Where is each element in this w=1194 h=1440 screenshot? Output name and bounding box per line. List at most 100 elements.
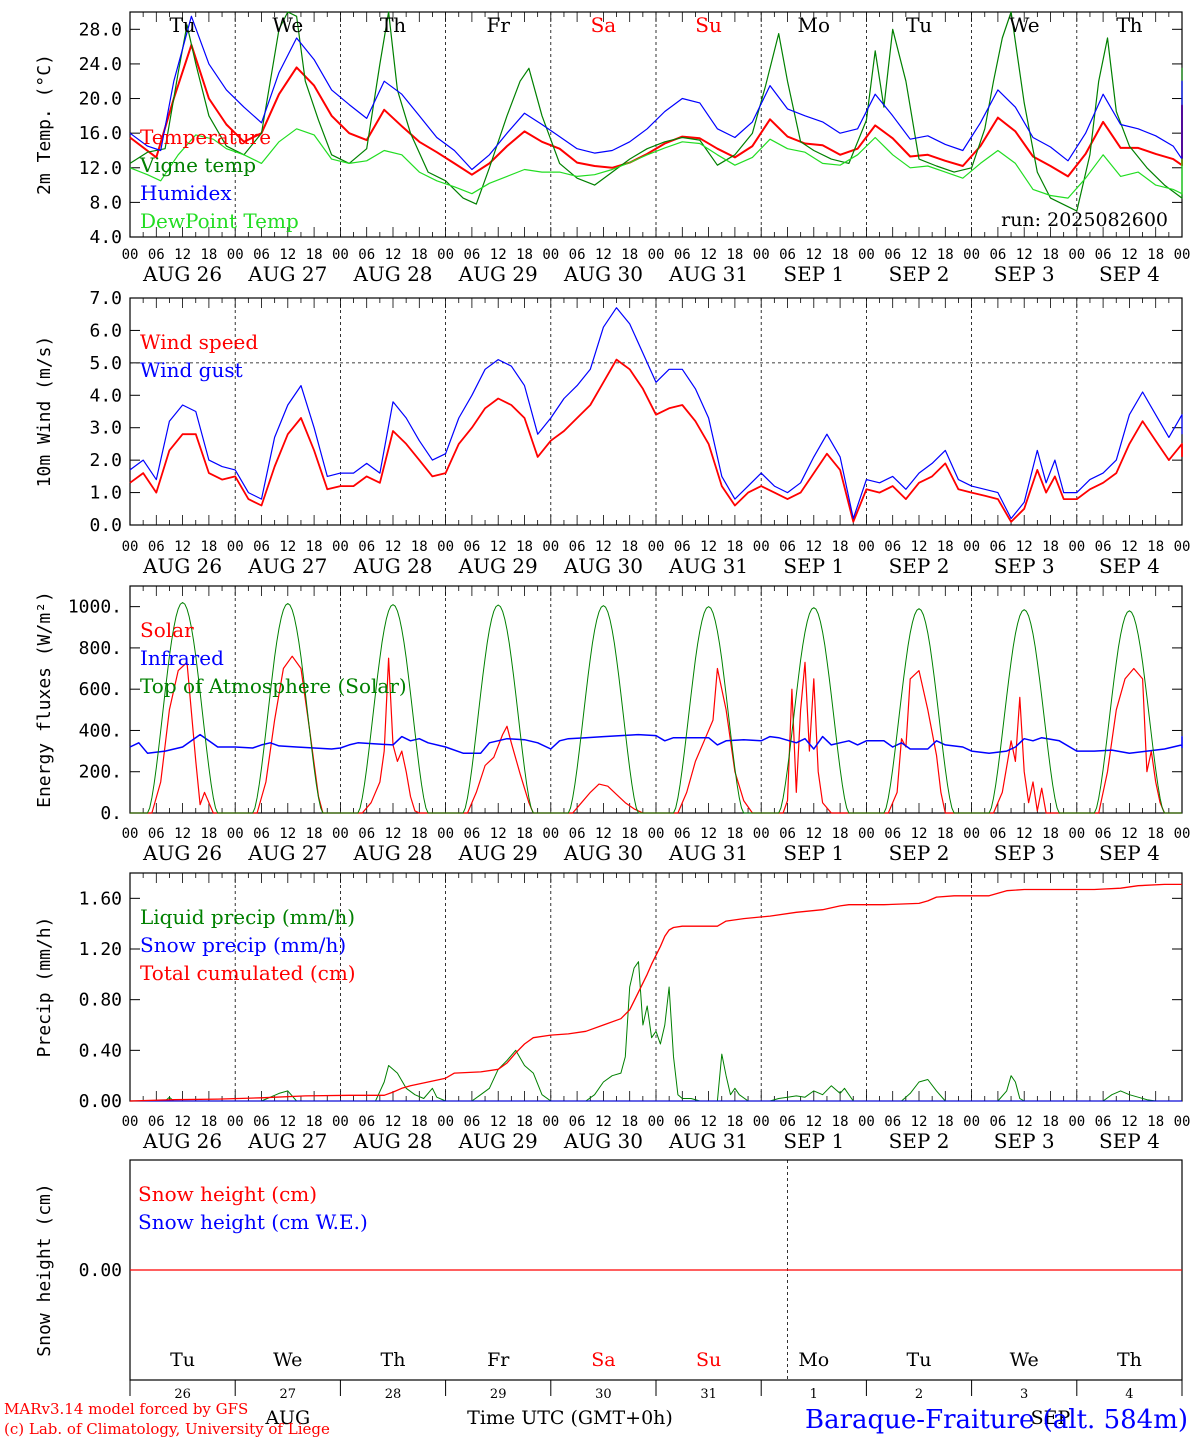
hour-tick-label: 00 — [648, 826, 665, 842]
precip-y-axis-title: Precip (mm/h) — [34, 917, 55, 1058]
energy-ytick-label: 400. — [79, 720, 122, 741]
hour-tick-label: 00 — [963, 1114, 980, 1130]
hour-tick-label: 18 — [832, 539, 849, 555]
hour-tick-label: 06 — [358, 539, 375, 555]
hour-tick-label: 12 — [911, 539, 928, 555]
hour-tick-label: 06 — [148, 826, 165, 842]
hour-tick-label: 00 — [437, 1114, 454, 1130]
hour-tick-label: 00 — [227, 539, 244, 555]
date-label: SEP 1 — [783, 1129, 844, 1153]
hour-tick-label: 12 — [1016, 1114, 1033, 1130]
temperature-legend-entry: DewPoint Temp — [140, 209, 299, 233]
hour-tick-label: 18 — [1042, 247, 1059, 263]
hour-tick-label: 12 — [700, 826, 717, 842]
wind-panel — [129, 297, 1183, 526]
hour-tick-label: 06 — [148, 1114, 165, 1130]
bottom-month-left: AUG — [264, 1407, 310, 1429]
precip-legend-entry: Snow precip (mm/h) — [140, 933, 346, 957]
bottom-day-name: Su — [696, 1349, 721, 1371]
hour-tick-label: 18 — [411, 1114, 428, 1130]
precip-ytick-label: 1.20 — [79, 939, 122, 960]
hour-tick-label: 12 — [490, 826, 507, 842]
day-name-label: Tu — [906, 13, 932, 37]
hour-tick-label: 06 — [1095, 1114, 1112, 1130]
date-label: AUG 28 — [352, 262, 432, 286]
date-label: AUG 30 — [563, 841, 643, 865]
hour-tick-label: 18 — [1042, 1114, 1059, 1130]
precip-series-total-cumulated-cm — [129, 883, 1182, 1102]
wind-ytick-label: 1.0 — [89, 483, 122, 504]
hour-tick-label: 06 — [989, 247, 1006, 263]
wind-legend-entry: Wind gust — [140, 358, 243, 382]
wind-ytick-label: 3.0 — [89, 418, 122, 439]
bottom-day-name: Mo — [798, 1349, 829, 1371]
date-label: AUG 26 — [142, 554, 222, 578]
wind-ytick-label: 6.0 — [89, 320, 122, 341]
hour-tick-label: 12 — [385, 247, 402, 263]
temperature-ytick-label: 16.0 — [79, 123, 122, 144]
x-axis-title: Time UTC (GMT+0h) — [467, 1407, 673, 1429]
temperature-y-axis-title: 2m Temp. (°C) — [34, 54, 55, 195]
hour-tick-label: 06 — [463, 539, 480, 555]
hour-tick-label: 18 — [832, 1114, 849, 1130]
energy-series-top-of-atmosphere-solar — [130, 602, 1182, 814]
hour-tick-label: 18 — [832, 826, 849, 842]
hour-tick-label: 12 — [805, 826, 822, 842]
date-label: AUG 27 — [247, 554, 327, 578]
hour-tick-label: 18 — [200, 247, 217, 263]
hour-tick-label: 06 — [358, 826, 375, 842]
energy-panel — [129, 585, 1183, 814]
bottom-day-number: 3 — [1020, 1387, 1028, 1402]
hour-tick-label: 12 — [1121, 539, 1138, 555]
hour-tick-label: 06 — [463, 1114, 480, 1130]
hour-tick-label: 06 — [148, 247, 165, 263]
energy-ytick-label: 800. — [79, 638, 122, 659]
hour-tick-label: 00 — [437, 247, 454, 263]
precip-ytick-label: 1.60 — [79, 888, 122, 909]
hour-tick-label: 06 — [779, 539, 796, 555]
wind-ytick-label: 2.0 — [89, 450, 122, 471]
hour-tick-label: 06 — [463, 247, 480, 263]
date-label: AUG 30 — [563, 554, 643, 578]
hour-tick-label: 12 — [595, 826, 612, 842]
bottom-day-name: Th — [381, 1349, 406, 1371]
hour-tick-label: 06 — [884, 826, 901, 842]
hour-tick-label: 12 — [385, 539, 402, 555]
hour-tick-label: 12 — [1121, 826, 1138, 842]
date-label: AUG 30 — [563, 262, 643, 286]
temperature-legend-entry: Humidex — [140, 181, 232, 205]
hour-tick-label: 00 — [858, 539, 875, 555]
temperature-series-temperature — [129, 43, 1183, 178]
date-label: AUG 28 — [352, 554, 432, 578]
hour-tick-label: 00 — [753, 1114, 770, 1130]
bottom-day-number: 4 — [1125, 1387, 1133, 1402]
date-label: SEP 2 — [889, 1129, 950, 1153]
hour-tick-label: 18 — [306, 826, 323, 842]
hour-tick-label: 00 — [1068, 539, 1085, 555]
station-title: Baraque-Fraiture (alt. 584m) — [805, 1405, 1188, 1435]
bottom-day-number: 30 — [595, 1387, 612, 1402]
date-label: AUG 26 — [142, 262, 222, 286]
day-name-label: We — [1009, 13, 1040, 37]
hour-tick-label: 12 — [700, 1114, 717, 1130]
hour-tick-label: 06 — [1095, 247, 1112, 263]
hour-tick-label: 06 — [989, 539, 1006, 555]
bottom-month-right: SEP — [1031, 1407, 1071, 1429]
hour-tick-label: 06 — [674, 539, 691, 555]
hour-tick-label: 00 — [1068, 1114, 1085, 1130]
date-label: AUG 31 — [668, 841, 748, 865]
wind-series-wind-gust — [129, 307, 1183, 520]
hour-tick-label: 18 — [200, 539, 217, 555]
day-name-label: Mo — [798, 13, 831, 37]
hour-tick-label: 06 — [569, 826, 586, 842]
hour-tick-label: 18 — [411, 826, 428, 842]
hour-tick-label: 06 — [463, 826, 480, 842]
hour-tick-label: 00 — [122, 247, 139, 263]
temperature-ytick-label: 12.0 — [79, 158, 122, 179]
hour-tick-label: 00 — [858, 1114, 875, 1130]
hour-tick-label: 18 — [1147, 539, 1164, 555]
hour-tick-label: 12 — [174, 1114, 191, 1130]
hour-tick-label: 12 — [490, 1114, 507, 1130]
hour-tick-label: 00 — [1174, 247, 1191, 263]
